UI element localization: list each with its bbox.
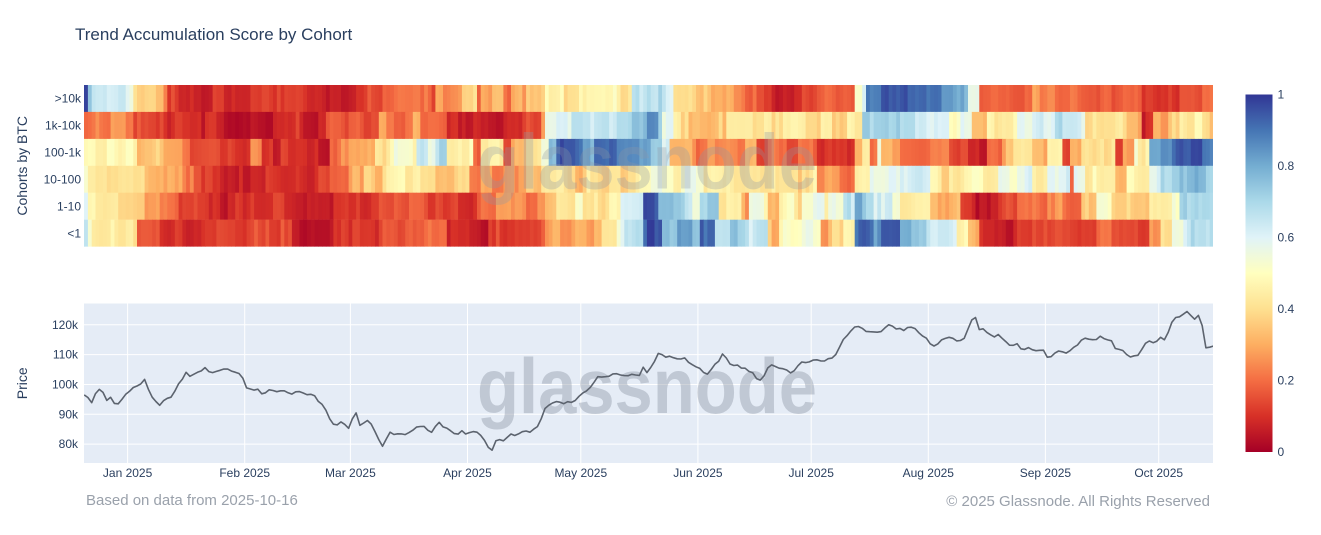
svg-text:Apr 2025: Apr 2025: [443, 466, 492, 480]
svg-text:110k: 110k: [53, 348, 79, 362]
svg-text:Price: Price: [14, 367, 30, 399]
svg-text:120k: 120k: [52, 318, 79, 332]
svg-text:May 2025: May 2025: [554, 466, 607, 480]
svg-text:100k: 100k: [52, 378, 79, 392]
svg-text:Jun 2025: Jun 2025: [673, 466, 723, 480]
svg-text:0.6: 0.6: [1278, 231, 1295, 245]
svg-text:100-1k: 100-1k: [44, 146, 82, 160]
svg-text:Jan 2025: Jan 2025: [103, 466, 153, 480]
svg-text:Mar 2025: Mar 2025: [325, 466, 376, 480]
svg-text:10-100: 10-100: [44, 173, 82, 187]
svg-text:Feb 2025: Feb 2025: [219, 466, 270, 480]
svg-text:0.8: 0.8: [1278, 159, 1295, 173]
svg-text:1: 1: [1278, 88, 1285, 102]
svg-text:0.4: 0.4: [1278, 302, 1295, 316]
svg-text:Jul 2025: Jul 2025: [789, 466, 835, 480]
svg-text:90k: 90k: [59, 407, 79, 421]
svg-text:glassnode: glassnode: [477, 342, 817, 430]
svg-text:Aug 2025: Aug 2025: [903, 466, 955, 480]
svg-text:>10k: >10k: [55, 92, 82, 106]
svg-text:Sep 2025: Sep 2025: [1020, 466, 1072, 480]
svg-text:Trend Accumulation Score by Co: Trend Accumulation Score by Cohort: [75, 25, 352, 44]
svg-text:Oct 2025: Oct 2025: [1134, 466, 1183, 480]
svg-text:1-10: 1-10: [57, 199, 81, 213]
svg-text:<1: <1: [67, 226, 81, 240]
svg-text:Cohorts by BTC: Cohorts by BTC: [14, 116, 30, 216]
svg-text:glassnode: glassnode: [477, 118, 817, 206]
svg-text:80k: 80k: [59, 437, 79, 451]
svg-text:© 2025 Glassnode. All Rights R: © 2025 Glassnode. All Rights Reserved: [946, 493, 1210, 510]
svg-text:0: 0: [1278, 445, 1285, 459]
svg-text:0.2: 0.2: [1278, 374, 1295, 388]
svg-text:1k-10k: 1k-10k: [45, 119, 82, 133]
svg-text:Based on data from 2025-10-16: Based on data from 2025-10-16: [86, 492, 298, 509]
